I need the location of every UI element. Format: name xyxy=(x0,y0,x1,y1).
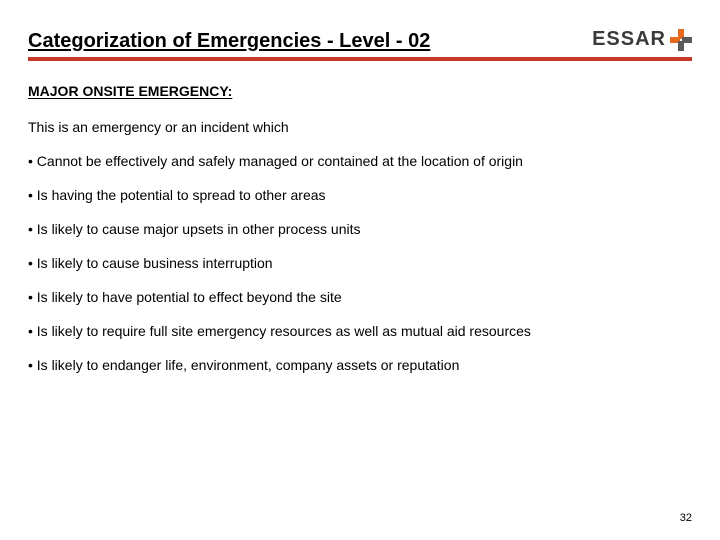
list-item: Is likely to endanger life, environment,… xyxy=(28,357,692,373)
list-item: Is likely to cause major upsets in other… xyxy=(28,221,692,237)
list-item: Is likely to require full site emergency… xyxy=(28,323,692,339)
logo-plus-icon xyxy=(670,29,692,51)
list-item: Is likely to cause business interruption xyxy=(28,255,692,271)
list-item: Cannot be effectively and safely managed… xyxy=(28,153,692,169)
header-row: Categorization of Emergencies - Level - … xyxy=(28,28,692,55)
header-rule xyxy=(28,57,692,61)
list-item: Is likely to have potential to effect be… xyxy=(28,289,692,305)
page-number: 32 xyxy=(680,512,692,524)
page-title: Categorization of Emergencies - Level - … xyxy=(28,30,430,55)
logo-text: ESSAR xyxy=(592,28,666,51)
logo: ESSAR xyxy=(592,28,692,55)
intro-text: This is an emergency or an incident whic… xyxy=(28,119,692,135)
slide-container: Categorization of Emergencies - Level - … xyxy=(0,0,720,540)
bullet-list: Cannot be effectively and safely managed… xyxy=(28,153,692,373)
list-item: Is having the potential to spread to oth… xyxy=(28,187,692,203)
subheading: MAJOR ONSITE EMERGENCY: xyxy=(28,83,692,99)
